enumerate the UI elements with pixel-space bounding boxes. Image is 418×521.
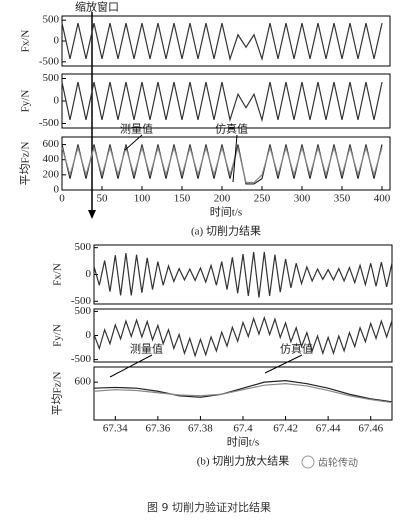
- y-axis-label: Fx/N: [52, 263, 64, 286]
- x-axis-label: 时间t/s: [210, 206, 242, 219]
- data-line: [61, 144, 383, 185]
- y-axis-label: 平均Fz/N: [51, 371, 64, 415]
- y-tick-label: 200: [43, 168, 60, 180]
- x-tick-label: 200: [214, 193, 231, 205]
- x-tick-label: 400: [374, 193, 391, 205]
- figure-caption: 图 9 切削力验证对比结果: [147, 500, 271, 514]
- x-tick-label: 0: [59, 193, 65, 205]
- watermark-icon: [301, 455, 315, 469]
- annotation: 测量值: [120, 123, 153, 136]
- data-line: [61, 81, 383, 123]
- x-tick-label: 300: [294, 193, 311, 205]
- y-axis-label: Fy/N: [52, 324, 64, 347]
- x-tick-label: 250: [254, 193, 271, 205]
- y-tick-label: 600: [75, 376, 92, 388]
- data-line: [61, 22, 383, 62]
- y-tick-label: 500: [43, 72, 60, 84]
- y-axis-label: Fy/N: [20, 90, 32, 113]
- y-axis-label: 平均Fz/N: [19, 141, 32, 185]
- x-tick-label: 67.38: [188, 423, 213, 435]
- x-tick-label: 67.42: [273, 423, 298, 435]
- x-tick-label: 100: [134, 193, 151, 205]
- y-tick-label: 0: [86, 329, 92, 341]
- y-tick-label: 500: [75, 241, 92, 253]
- annotation: 测量值: [130, 343, 163, 356]
- watermark: 齿轮传动: [318, 456, 358, 469]
- y-tick-label: -500: [39, 117, 60, 129]
- y-tick-label: 0: [54, 35, 60, 47]
- y-tick-label: -500: [39, 55, 60, 67]
- x-tick-label: 150: [174, 193, 191, 205]
- annotation-leader: [232, 134, 238, 183]
- x-tick-label: 67.4: [233, 423, 253, 435]
- data-line: [93, 315, 393, 358]
- subfigure-caption: (a) 切削力结果: [191, 224, 261, 238]
- x-tick-label: 67.34: [103, 423, 128, 435]
- y-tick-label: 0: [54, 95, 60, 107]
- plot-frame: [61, 136, 391, 191]
- x-tick-label: 350: [334, 193, 351, 205]
- subfigure-caption: (b) 切削力放大结果: [197, 454, 290, 468]
- x-tick-label: 67.46: [358, 423, 383, 435]
- y-tick-label: 400: [43, 153, 60, 165]
- x-axis-label: 时间t/s: [227, 436, 259, 449]
- y-tick-label: -500: [71, 295, 92, 307]
- data-line: [93, 380, 393, 403]
- y-tick-label: 600: [43, 138, 60, 150]
- y-axis-label: Fx/N: [20, 30, 32, 53]
- x-tick-label: 50: [97, 193, 109, 205]
- annotation: 缩放窗口: [75, 0, 119, 14]
- y-tick-label: 0: [54, 184, 60, 196]
- y-tick-label: -500: [71, 353, 92, 365]
- data-line: [93, 251, 393, 298]
- data-line: [93, 383, 393, 404]
- y-tick-label: 500: [75, 305, 92, 317]
- y-tick-label: 0: [86, 268, 92, 280]
- annotation: 仿真值: [215, 122, 248, 136]
- annotation-leader: [124, 134, 143, 151]
- zoom-arrow-head: [88, 210, 96, 219]
- annotation: 仿真值: [280, 342, 313, 356]
- data-line: [61, 145, 383, 184]
- y-tick-label: 500: [43, 14, 60, 26]
- annotation-leader: [109, 354, 153, 378]
- x-tick-label: 67.36: [145, 423, 170, 435]
- annotation-leader: [264, 354, 303, 374]
- x-tick-label: 67.44: [316, 423, 341, 435]
